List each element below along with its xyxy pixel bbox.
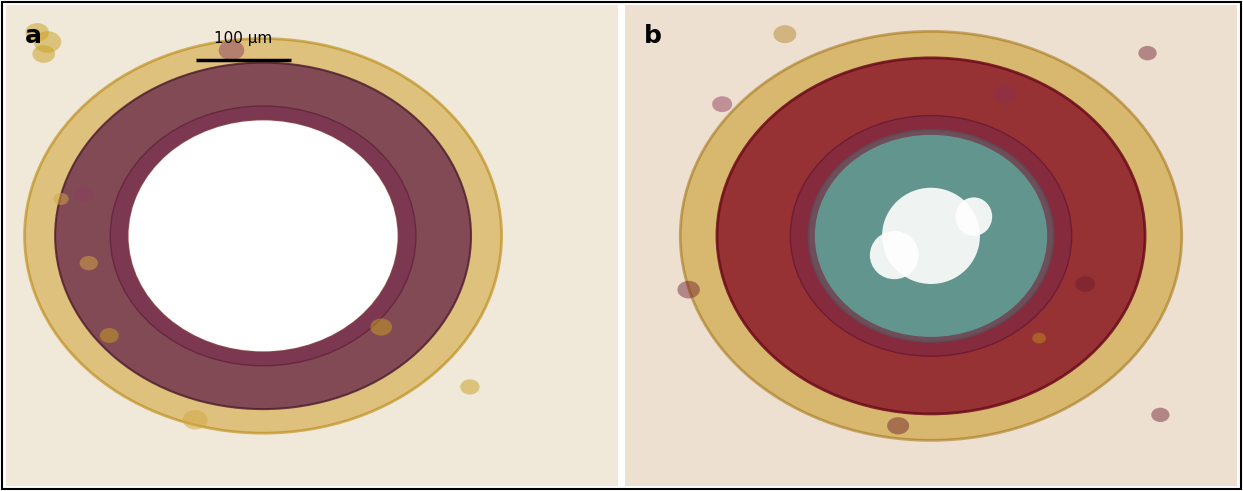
Circle shape: [460, 380, 480, 395]
Circle shape: [994, 85, 1016, 103]
Circle shape: [80, 256, 98, 271]
Text: a: a: [25, 24, 41, 48]
Text: 100 μm: 100 μm: [214, 31, 272, 46]
Ellipse shape: [128, 120, 398, 352]
Circle shape: [1151, 408, 1170, 422]
Circle shape: [1075, 276, 1095, 292]
Circle shape: [99, 328, 119, 343]
Circle shape: [219, 40, 245, 60]
Circle shape: [183, 410, 208, 430]
Circle shape: [773, 25, 797, 43]
Circle shape: [1032, 333, 1045, 344]
Ellipse shape: [25, 39, 502, 433]
Ellipse shape: [717, 58, 1145, 414]
Ellipse shape: [680, 31, 1182, 440]
Ellipse shape: [55, 63, 471, 409]
Circle shape: [712, 96, 732, 112]
Circle shape: [25, 23, 48, 42]
Circle shape: [53, 193, 68, 205]
Ellipse shape: [956, 197, 992, 236]
Circle shape: [370, 319, 392, 336]
Ellipse shape: [791, 115, 1071, 356]
Ellipse shape: [128, 120, 398, 352]
Ellipse shape: [111, 106, 416, 366]
Circle shape: [677, 281, 700, 299]
Circle shape: [75, 187, 93, 202]
Ellipse shape: [883, 188, 979, 284]
Ellipse shape: [809, 130, 1053, 342]
Ellipse shape: [870, 231, 919, 279]
Circle shape: [888, 417, 909, 435]
Circle shape: [1139, 46, 1157, 60]
Ellipse shape: [815, 135, 1047, 337]
Circle shape: [34, 31, 61, 53]
Circle shape: [32, 45, 55, 63]
Text: b: b: [644, 24, 661, 48]
